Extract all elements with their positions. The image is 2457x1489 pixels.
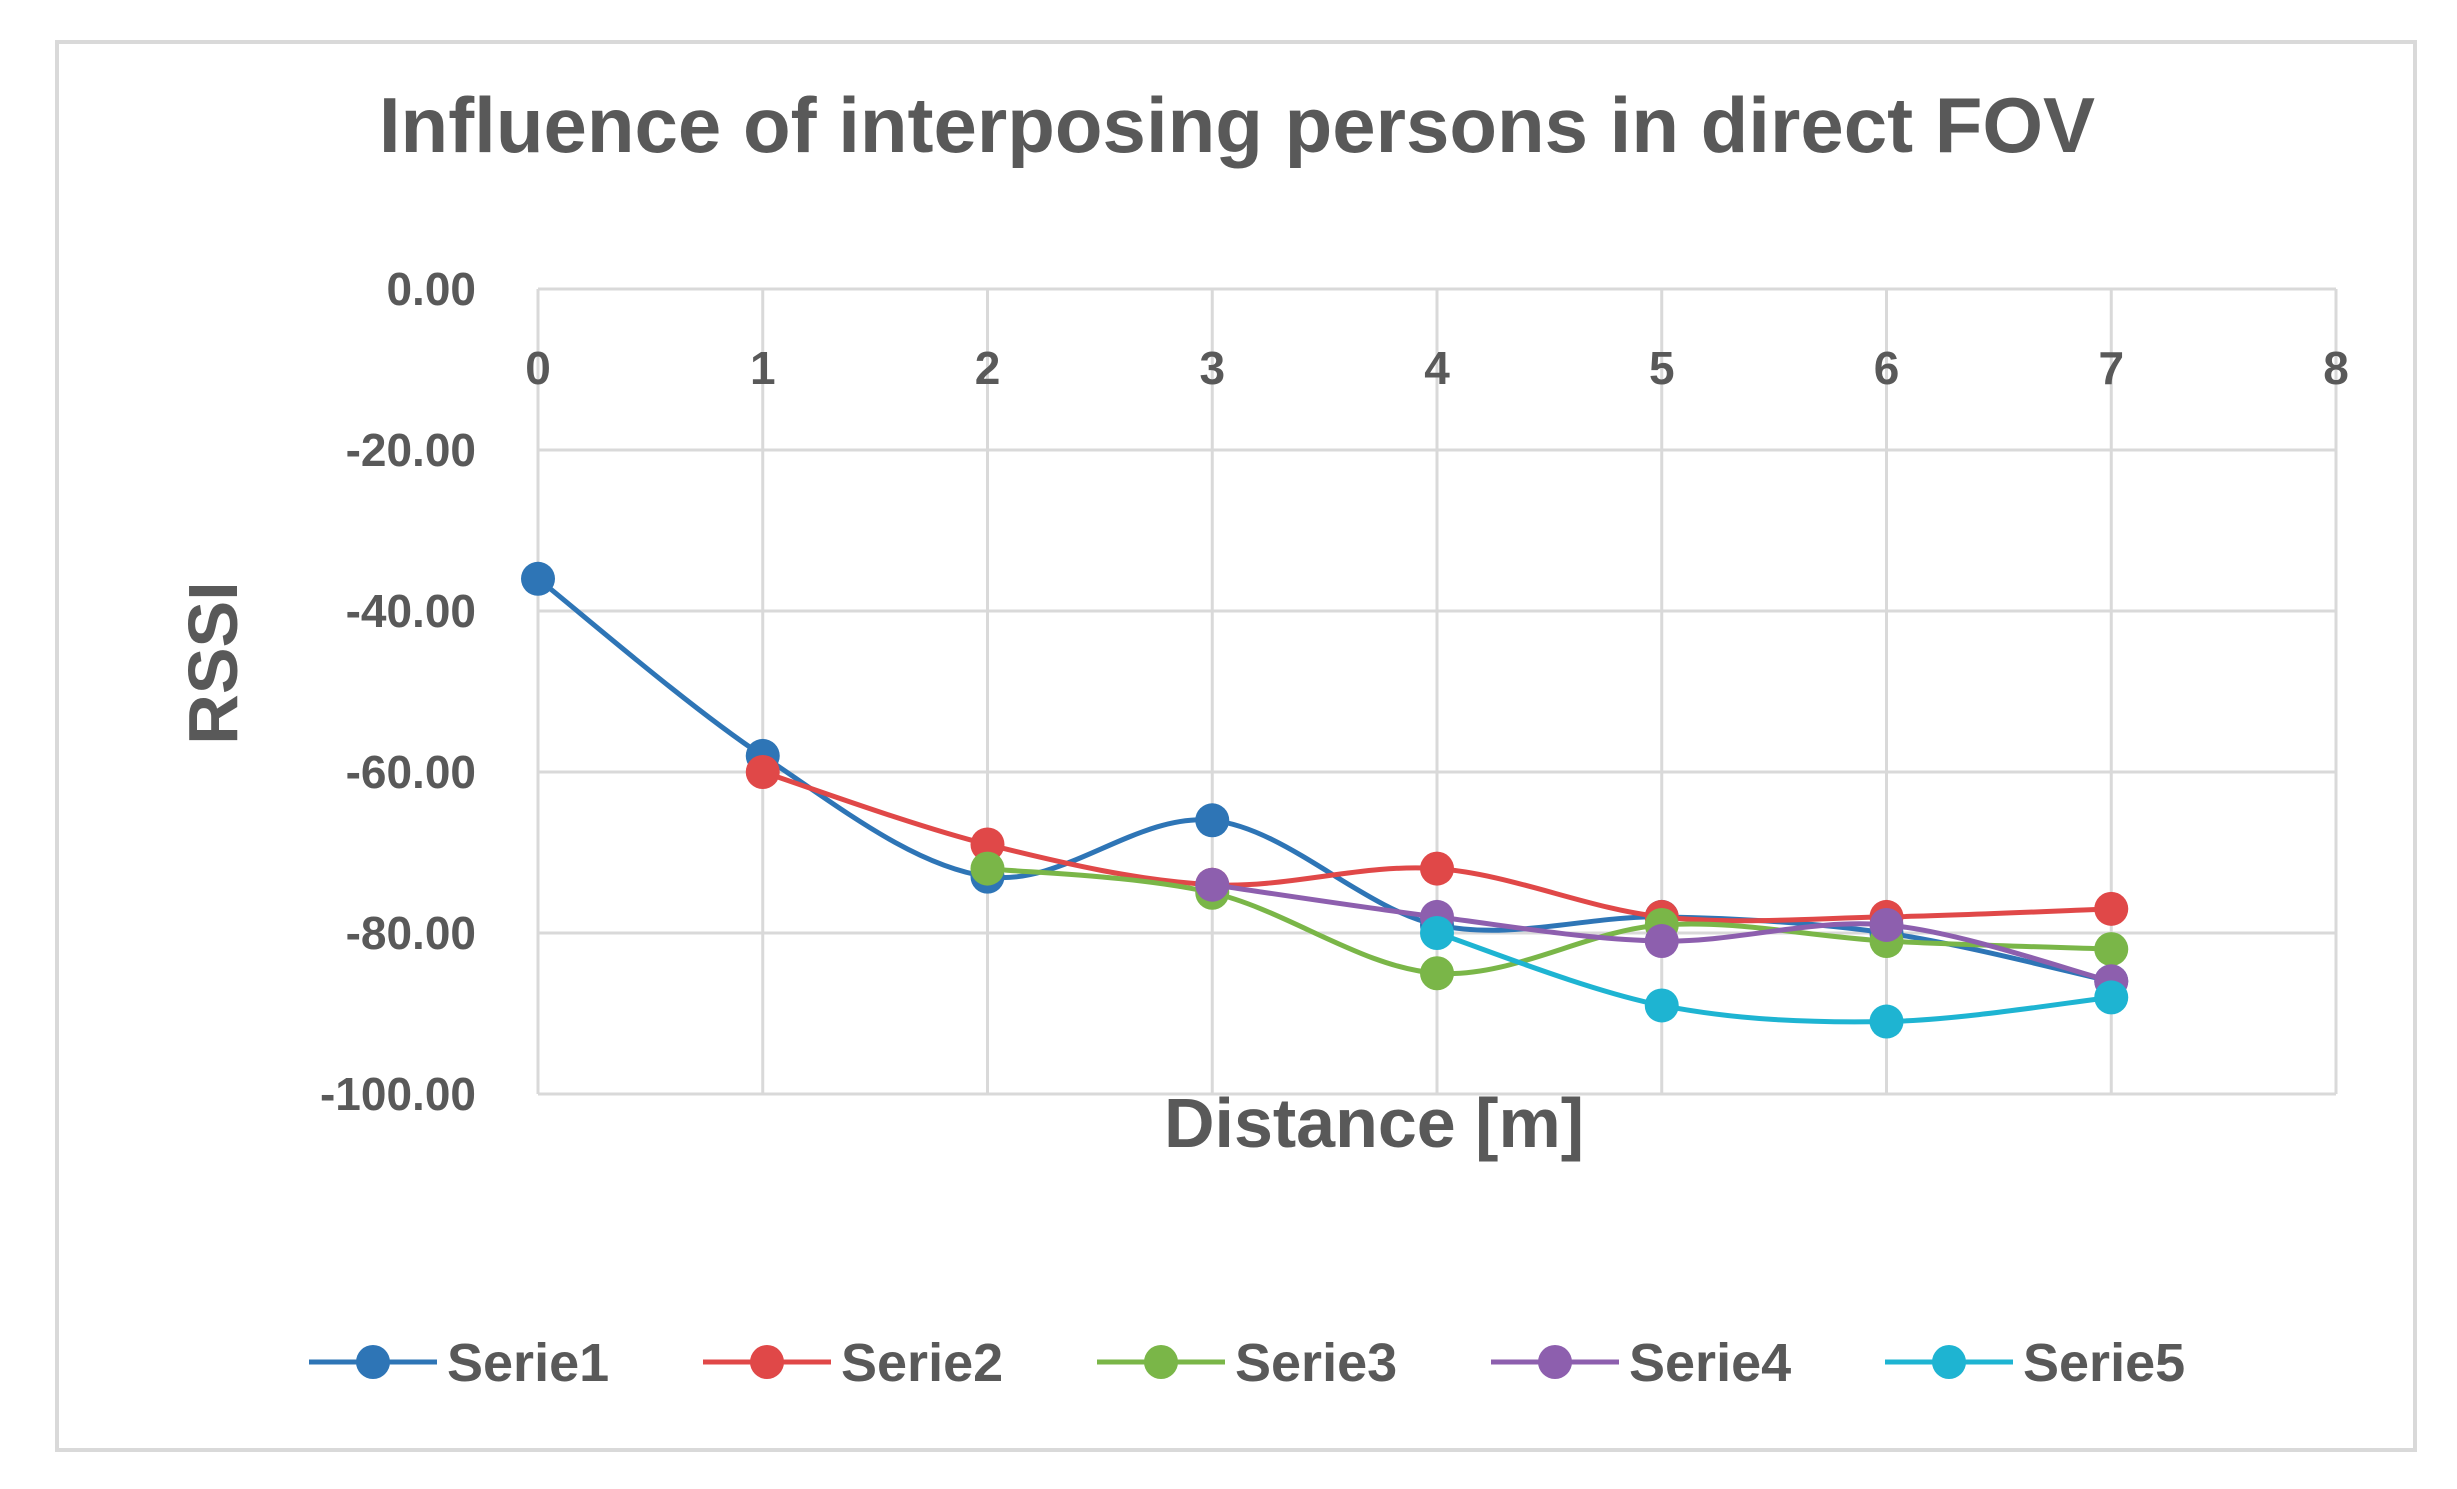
x-tick-label: 2 xyxy=(975,342,1001,394)
legend-marker xyxy=(750,1345,784,1379)
legend-marker xyxy=(1538,1345,1572,1379)
x-tick-label: 5 xyxy=(1649,342,1675,394)
x-axis-title: Distance [m] xyxy=(1164,1084,1584,1162)
line-chart: Influence of interposing persons in dire… xyxy=(174,81,2349,1393)
data-point xyxy=(1195,867,1230,902)
y-tick-label: -100.00 xyxy=(320,1068,476,1120)
series-line xyxy=(535,576,2114,984)
legend-item-serie3: Serie3 xyxy=(1097,1333,1397,1393)
data-point xyxy=(1420,851,1454,886)
data-point xyxy=(1644,988,1679,1023)
y-axis-ticks: 0.00 -20.00 -40.00 -60.00 -80.00 -100.00 xyxy=(320,263,476,1120)
x-axis-ticks: 0 1 2 3 4 5 6 7 8 xyxy=(525,342,2349,394)
y-tick-label: -20.00 xyxy=(346,424,476,476)
data-point xyxy=(2094,932,2129,967)
legend-label: Serie4 xyxy=(1629,1333,1791,1393)
series-line xyxy=(1434,930,2114,1025)
y-tick-label: -80.00 xyxy=(346,907,476,959)
data-point xyxy=(1420,956,1454,991)
y-tick-label: -60.00 xyxy=(346,746,476,798)
legend-item-serie1: Serie1 xyxy=(309,1333,609,1393)
data-point xyxy=(970,851,1005,886)
series-line xyxy=(985,866,2114,977)
legend-marker xyxy=(356,1345,390,1379)
data-point xyxy=(1644,924,1679,959)
data-point xyxy=(1869,1004,1904,1039)
chart-title: Influence of interposing persons in dire… xyxy=(379,81,2095,169)
legend: Serie1 Serie2 Serie3 Serie4 Serie5 xyxy=(309,1333,2185,1393)
data-point xyxy=(521,561,555,596)
x-tick-label: 1 xyxy=(750,342,776,394)
legend-marker xyxy=(1932,1345,1966,1379)
x-tick-label: 3 xyxy=(1199,342,1225,394)
legend-item-serie2: Serie2 xyxy=(703,1333,1003,1393)
series-serie4 xyxy=(1195,867,2129,999)
legend-item-serie4: Serie4 xyxy=(1491,1333,1791,1393)
x-tick-label: 0 xyxy=(525,342,551,394)
y-tick-label: 0.00 xyxy=(386,263,476,315)
data-point xyxy=(2094,980,2129,1015)
series-serie5 xyxy=(1420,916,2129,1039)
series-serie3 xyxy=(970,851,2129,991)
series-layer xyxy=(521,561,2129,1039)
legend-item-serie5: Serie5 xyxy=(1885,1333,2185,1393)
x-tick-label: 4 xyxy=(1424,342,1450,394)
x-tick-label: 8 xyxy=(2323,342,2349,394)
legend-label: Serie1 xyxy=(447,1333,609,1393)
chart-frame: Influence of interposing persons in dire… xyxy=(55,40,2417,1452)
data-point xyxy=(970,827,1005,862)
legend-label: Serie5 xyxy=(2023,1333,2185,1393)
y-tick-label: -40.00 xyxy=(346,585,476,637)
data-point xyxy=(1869,907,1904,942)
legend-label: Serie3 xyxy=(1235,1333,1397,1393)
legend-label: Serie2 xyxy=(841,1333,1003,1393)
data-point xyxy=(1420,916,1454,950)
legend-marker xyxy=(1144,1345,1178,1379)
data-point xyxy=(745,755,780,789)
data-point xyxy=(1195,803,1230,838)
x-tick-label: 6 xyxy=(1874,342,1900,394)
x-tick-label: 7 xyxy=(2098,342,2124,394)
data-point xyxy=(2094,891,2129,926)
y-axis-title: RSSI xyxy=(174,581,252,744)
